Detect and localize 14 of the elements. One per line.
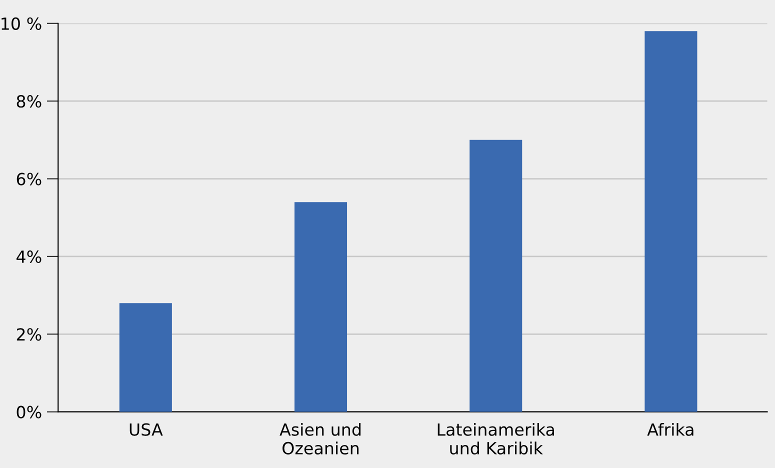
x-tick-label: USA (130, 423, 163, 436)
y-tick-label: 4% (16, 250, 42, 264)
x-tick-label: Asien und Ozeanien (280, 422, 361, 455)
bar (294, 202, 348, 412)
bar (644, 31, 698, 412)
bar (119, 303, 172, 412)
y-tick-label: 6% (16, 172, 42, 186)
x-tick-label: Afrika (647, 422, 694, 436)
y-tick-label: 10 % (2, 17, 42, 30)
y-tick-label: 2% (16, 328, 42, 341)
x-tick-label: Lateinamerika und Karibik (438, 422, 554, 455)
y-tick-label: 8% (16, 95, 42, 108)
bar (470, 140, 522, 412)
y-tick-label: 0% (16, 406, 42, 418)
